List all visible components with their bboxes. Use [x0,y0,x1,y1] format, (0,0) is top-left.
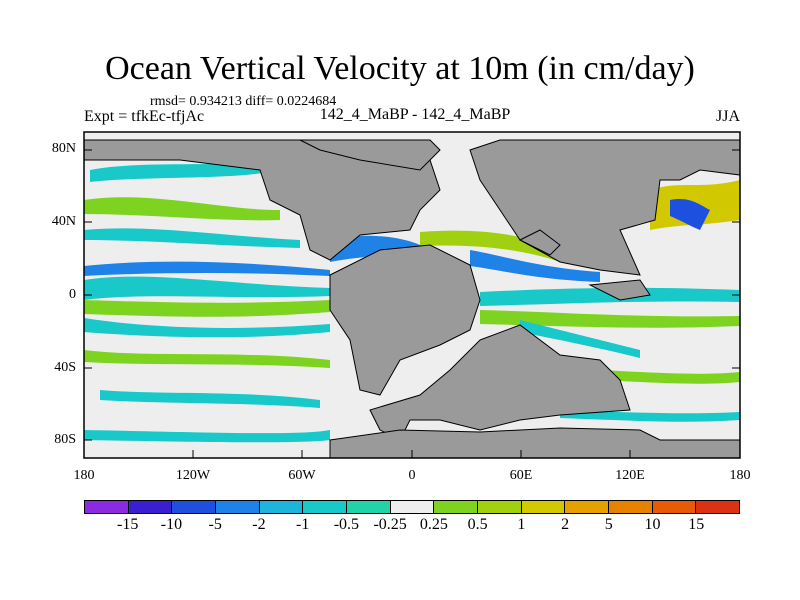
colorbar-label: -5 [208,516,222,533]
lat-tick-label: 40N [51,214,76,229]
colorbar-swatch [303,501,348,513]
colorbar-label: 0.5 [467,516,488,533]
colorbar-label: -1 [295,516,310,533]
lon-tick-label: 120E [615,468,645,483]
lat-tick-label: 80S [54,432,76,447]
colorbar-swatch [434,501,479,513]
colorbar-label: 10 [644,516,661,533]
lon-tick-label: 60W [288,468,316,483]
map-title: Ocean Vertical Velocity at 10m (in cm/da… [105,50,695,87]
colorbar-swatch [390,501,435,513]
colorbar-label: -10 [160,516,183,533]
season-label: JJA [715,108,740,125]
colorbar-swatch [172,501,217,513]
colorbar-label: -0.25 [373,516,407,533]
colorbar-swatch [565,501,610,513]
colorbar-swatch [347,501,391,513]
colorbar-swatch [609,501,653,513]
colorbar-swatch [652,501,697,513]
lon-ticks [83,450,741,458]
colorbar [84,500,740,514]
colorbar-label: 5 [604,516,613,533]
colorbar-label: -0.5 [333,516,360,533]
lat-ticks [84,149,740,441]
colorbar-label: 1 [517,516,526,533]
colorbar-label: 15 [688,516,705,533]
colorbar-swatch [85,501,129,513]
colorbar-swatch [216,501,260,513]
lon-tick-label: 60E [509,468,533,483]
lon-tick-label: 0 [408,468,416,483]
ocean-bands [84,160,740,443]
stats-label: rmsd= 0.934213 diff= 0.0224684 [150,94,337,109]
colorbar-label: 0.25 [419,516,448,533]
colorbar-swatch [696,501,740,513]
colorbar-label: 2 [561,516,570,533]
colorbar-label: -2 [252,516,266,533]
land-masses [83,139,741,459]
lon-tick-label: 180 [73,468,95,483]
lon-tick-label: 120W [175,468,211,483]
comparison-label: 142_4_MaBP - 142_4_MaBP [319,106,511,123]
experiment-label: Expt = tfkEc-tfjAc [84,108,205,125]
colorbar-swatch [128,501,173,513]
lat-tick-label: 80N [51,141,76,156]
lat-tick-label: 40S [54,360,76,375]
colorbar-label: -15 [117,516,139,533]
colorbar-swatch [478,501,522,513]
colorbar-swatch [521,501,566,513]
lon-tick-label: 180 [729,468,751,483]
lat-tick-label: 0 [69,287,76,302]
colorbar-swatch [259,501,304,513]
